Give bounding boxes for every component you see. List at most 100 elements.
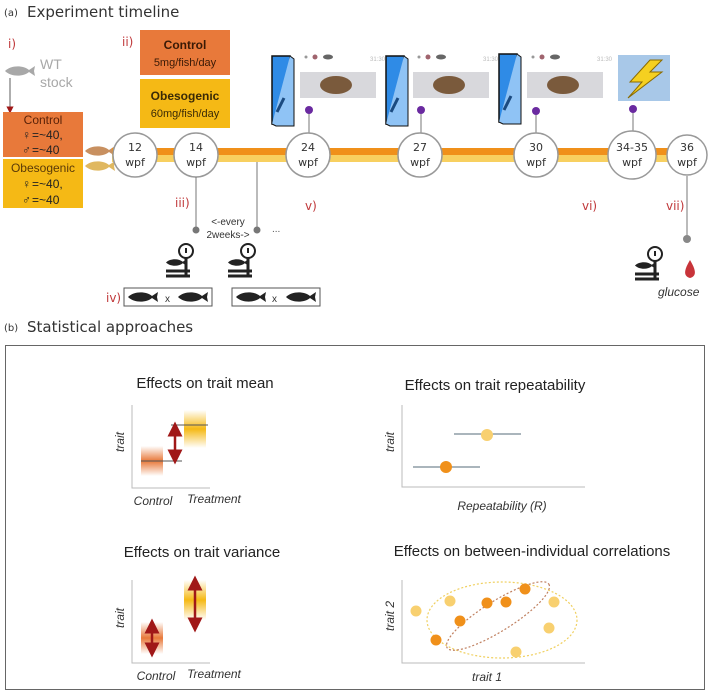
control-diet-name: Control (164, 38, 207, 52)
panel-a-title: Experiment timeline (27, 3, 179, 21)
timepoint-unit: wpf (410, 156, 431, 169)
mean-ylabel: trait (113, 431, 127, 452)
screen-time: 31:30 (483, 57, 499, 63)
step-v: v) (305, 199, 317, 213)
trait-mean-plot: Effects on trait mean trait Control Trea… (113, 375, 274, 508)
behaviour-session-24: 31:30 (270, 52, 386, 134)
timepoint-unit: wpf (677, 156, 698, 169)
timepoint-week: 30 (529, 141, 543, 154)
timepoint-24: 24 wpf (285, 132, 331, 178)
timepoint-unit: wpf (526, 156, 547, 169)
control-female-count: =~40, (32, 128, 63, 142)
wide-ellipse (426, 581, 578, 659)
control-diet-box (140, 30, 230, 75)
repeat-xlabel: Repeatability (R) (457, 499, 546, 513)
mean-x-treatment: Treatment (187, 492, 241, 506)
mean-title: Effects on trait mean (136, 375, 273, 392)
narrow-ellipse (445, 581, 551, 651)
step-vi: vi) (582, 199, 597, 213)
repeat-title: Effects on trait repeatability (405, 377, 586, 394)
trait-repeatability-plot: Effects on trait repeatability trait Rep… (383, 377, 586, 513)
cross-symbol: x (272, 294, 277, 305)
stock-label: stock (40, 74, 74, 90)
timepoint-27: 27 wpf (397, 132, 443, 178)
light-points (410, 595, 560, 658)
tracking-screen-image (300, 52, 380, 104)
obesogenic-female-count: =~40, (32, 177, 63, 191)
step-vii: vii) (666, 199, 684, 213)
breeding-pair: x (231, 287, 321, 307)
tracking-screen-image (527, 52, 607, 104)
timepoint-12: 12 wpf (112, 132, 158, 178)
obesogenic-diet-box (140, 79, 230, 128)
variance-title: Effects on trait variance (124, 544, 280, 561)
tank-icon (497, 52, 523, 126)
variance-x-control: Control (137, 669, 176, 683)
obesogenic-group-box (3, 159, 83, 208)
every-label: <-every (211, 217, 245, 228)
timepoint-unit: wpf (125, 156, 146, 169)
male-icon: ♂ (22, 193, 31, 207)
control-diet-dose: 5mg/fish/day (154, 57, 217, 69)
variance-ylabel: trait (113, 607, 127, 628)
obesogenic-male-count: =~40 (32, 193, 60, 207)
timepoint-week: 12 (128, 141, 142, 154)
breeding-pair: x (123, 287, 213, 307)
ellipsis: ... (272, 224, 280, 235)
step-i: i) (8, 37, 16, 51)
wt-fish-icon (5, 66, 35, 76)
timepoint-week: 27 (413, 141, 427, 154)
behaviour-session-27: 31:30 (384, 52, 499, 134)
step-iv: iv) (106, 291, 121, 305)
screen-time: 31:30 (597, 57, 613, 63)
scale-icon (228, 244, 255, 276)
timepoint-circle (173, 132, 219, 178)
obesogenic-diet-dose: 60mg/fish/day (151, 108, 220, 120)
screen-time: 31:30 (370, 57, 386, 63)
dark-points (430, 583, 531, 646)
mean-x-control: Control (134, 494, 173, 508)
step-iii: iii) (175, 196, 190, 210)
timepoint-week: 14 (189, 141, 203, 154)
tracking-screen-image (413, 52, 493, 104)
control-fish-icon (85, 146, 115, 156)
glucose-label: glucose (658, 285, 700, 299)
corr-ylabel: trait 2 (383, 601, 397, 631)
correlation-plot: Effects on between-individual correlatio… (383, 543, 670, 684)
timepoint-week: 34-35 (616, 141, 648, 154)
point-treatment (481, 429, 493, 441)
timepoint-circle (513, 132, 559, 178)
treatment-band (184, 410, 206, 448)
panel-a-label: (a) (4, 8, 18, 19)
timepoint-unit: wpf (622, 156, 643, 169)
trait-variance-plot: Effects on trait variance trait Control … (113, 544, 280, 683)
timepoint-circle (607, 130, 657, 180)
male-icon: ♂ (22, 143, 31, 157)
timepoint-circle (397, 132, 443, 178)
timepoint-unit: wpf (186, 156, 207, 169)
timepoint-36: 36 wpf (666, 134, 708, 176)
control-male-count: =~40 (32, 143, 60, 157)
timepoint-circle (666, 134, 708, 176)
control-group-name: Control (24, 113, 63, 127)
timepoint-week: 36 (680, 141, 694, 154)
point-control (440, 461, 452, 473)
obesogenic-fish-icon (85, 161, 115, 171)
panel-b-frame (5, 345, 705, 690)
panel-b-label: (b) (4, 323, 18, 334)
control-group-box (3, 112, 83, 157)
timepoint-14: 14 wpf (173, 132, 219, 178)
female-icon: ♀ (22, 177, 31, 191)
repeat-ylabel: trait (383, 431, 397, 452)
obesogenic-diet-name: Obesogenic (151, 89, 220, 103)
behaviour-session-30: 31:30 (497, 52, 613, 134)
variance-x-treatment: Treatment (187, 667, 241, 681)
timepoint-circle (285, 132, 331, 178)
tank-icon (384, 54, 410, 128)
lightning-icon (627, 59, 664, 99)
panel-b-title: Statistical approaches (27, 318, 193, 336)
scale-icon (635, 247, 662, 279)
timepoint-week: 24 (301, 141, 315, 154)
